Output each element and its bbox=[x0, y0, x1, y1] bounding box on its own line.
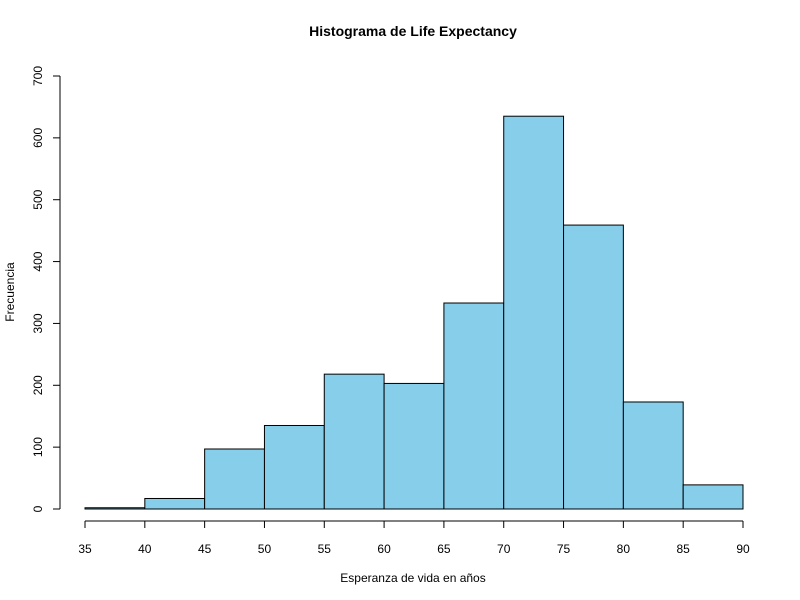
y-tick-label: 200 bbox=[31, 375, 45, 395]
y-tick-label: 600 bbox=[31, 128, 45, 148]
x-tick-label: 50 bbox=[258, 542, 272, 556]
x-tick-label: 85 bbox=[677, 542, 691, 556]
y-tick-label: 0 bbox=[31, 505, 45, 512]
x-axis: 35 40 45 50 55 60 65 70 75 80 85 90 bbox=[78, 520, 750, 556]
x-axis-label: Esperanza de vida en años bbox=[340, 571, 485, 585]
y-tick-label: 500 bbox=[31, 189, 45, 209]
histogram-bar-40-45 bbox=[144, 497, 206, 510]
histogram-bar-35-40 bbox=[84, 507, 146, 510]
y-tick-label: 300 bbox=[31, 313, 45, 333]
bars-group bbox=[84, 115, 744, 510]
chart-title: Histograma de Life Expectancy bbox=[309, 23, 517, 39]
x-tick-label: 75 bbox=[557, 542, 571, 556]
y-axis-label: Frecuencia bbox=[3, 262, 17, 322]
histogram-bar-60-65 bbox=[383, 382, 445, 510]
histogram-bar-55-60 bbox=[323, 373, 385, 510]
x-tick-label: 70 bbox=[497, 542, 511, 556]
x-tick-label: 45 bbox=[198, 542, 212, 556]
histogram-bar-65-70 bbox=[443, 302, 505, 510]
y-tick-label: 700 bbox=[31, 66, 45, 86]
x-tick-label: 55 bbox=[318, 542, 332, 556]
y-tick-label: 100 bbox=[31, 437, 45, 457]
x-tick-label: 80 bbox=[617, 542, 631, 556]
y-tick-label: 400 bbox=[31, 251, 45, 271]
histogram-bar-50-55 bbox=[263, 424, 325, 510]
x-tick-label: 90 bbox=[736, 542, 750, 556]
histogram-bar-70-75 bbox=[503, 115, 565, 510]
x-tick-label: 65 bbox=[437, 542, 451, 556]
histogram-bar-85-90 bbox=[682, 484, 744, 510]
histogram-bar-80-85 bbox=[622, 401, 684, 510]
histogram-bar-45-50 bbox=[204, 448, 265, 510]
histogram-bar-75-80 bbox=[563, 224, 624, 510]
y-axis: 0 100 200 300 400 500 600 700 bbox=[31, 66, 61, 512]
x-tick-label: 35 bbox=[78, 542, 92, 556]
x-tick-label: 40 bbox=[138, 542, 152, 556]
x-tick-label: 60 bbox=[377, 542, 391, 556]
